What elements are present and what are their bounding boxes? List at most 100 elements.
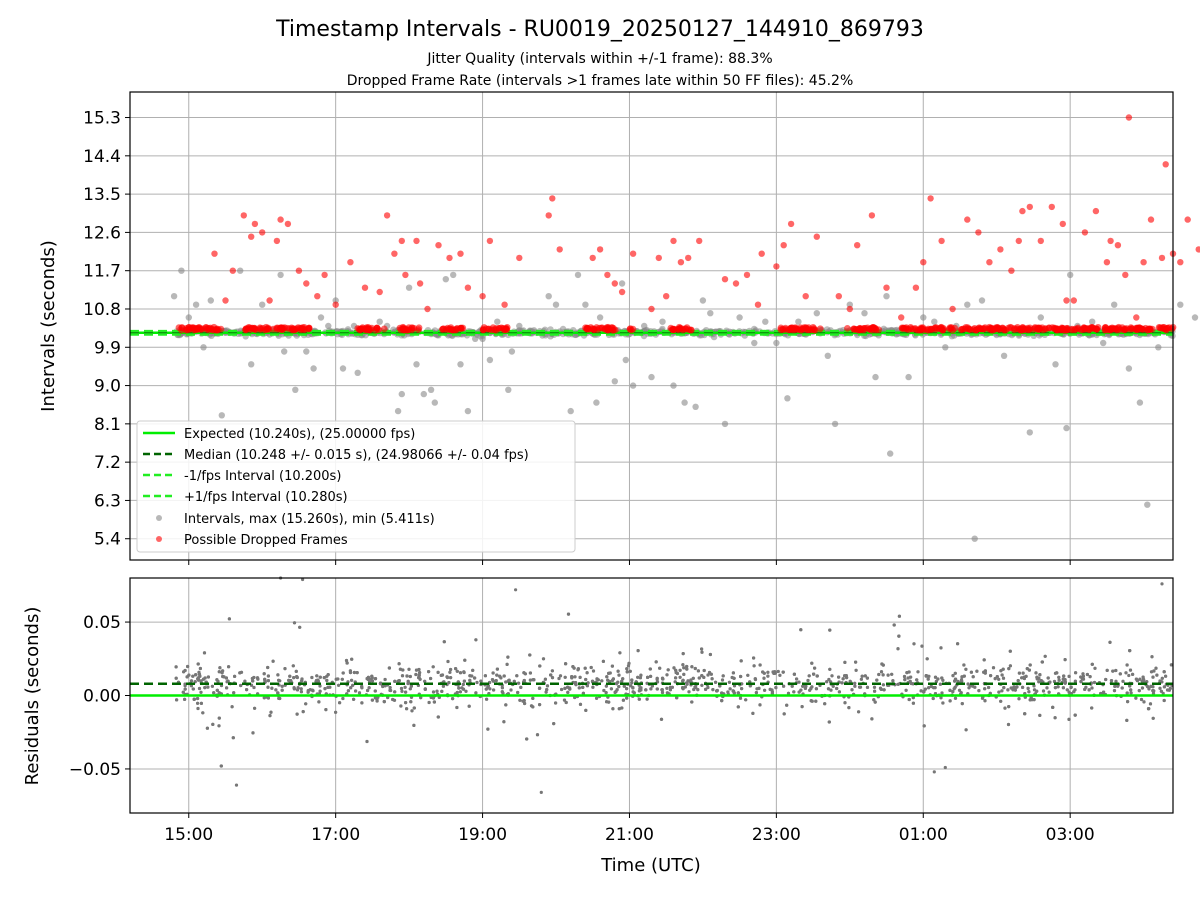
residual-point <box>219 764 223 768</box>
residual-point <box>461 682 465 687</box>
residual-point <box>840 681 844 685</box>
residual-point <box>953 696 958 700</box>
interval-point <box>681 399 688 406</box>
dropped-frame-point <box>332 301 339 308</box>
dropped-frame-point <box>451 326 459 334</box>
dropped-frame-point <box>1147 216 1155 223</box>
residual-point <box>1009 686 1013 690</box>
residual-point <box>351 683 355 687</box>
dropped-frame-point <box>1114 324 1122 332</box>
residual-point <box>418 671 422 675</box>
residual-point <box>739 659 743 663</box>
residual-point <box>488 687 492 691</box>
residual-point <box>720 691 724 695</box>
residual-point <box>1148 702 1153 706</box>
interval-point <box>611 378 618 385</box>
residual-point <box>1014 685 1019 689</box>
residual-point <box>629 684 633 688</box>
residual-point <box>943 765 947 770</box>
residual-point <box>774 686 778 690</box>
residual-point <box>545 688 549 692</box>
residual-point <box>610 664 615 668</box>
residual-point <box>263 677 267 682</box>
residual-point <box>850 688 854 692</box>
residual-point <box>341 671 345 675</box>
residual-point <box>660 688 664 692</box>
residual-point <box>490 678 495 682</box>
residual-point <box>1087 688 1091 692</box>
residual-point <box>672 666 676 670</box>
residual-point <box>221 669 225 673</box>
residual-point <box>1124 671 1128 675</box>
residual-point <box>1154 666 1158 670</box>
residual-point <box>1161 691 1165 696</box>
interval-point <box>405 284 413 291</box>
residual-point <box>584 708 588 713</box>
dropped-frame-point <box>1177 259 1184 266</box>
residual-point <box>991 666 996 670</box>
residual-point <box>700 647 704 651</box>
residual-point <box>233 674 237 679</box>
residual-point <box>442 640 446 644</box>
interval-point <box>457 361 464 368</box>
residual-point <box>1127 673 1131 678</box>
dropped-frame-point <box>835 293 842 300</box>
interval-point <box>486 356 494 364</box>
residual-point <box>1030 698 1034 702</box>
legend: Expected (10.240s), (25.00000 fps) Media… <box>136 420 576 553</box>
residual-point <box>682 666 686 670</box>
residual-point <box>288 674 292 678</box>
residual-point <box>726 690 730 694</box>
residual-point <box>440 689 444 694</box>
dropped-frame-point <box>1137 325 1145 333</box>
residual-point <box>618 651 622 655</box>
intervals-panel: 5.4 6.3 7.2 8.1 9.0 9.9 10.8 11.7 12.6 13.5 14.4 15… <box>38 91 1200 565</box>
dropped-frame-point <box>721 276 729 283</box>
residual-point <box>1045 686 1049 690</box>
residual-point <box>403 685 407 689</box>
dropped-frame-point <box>365 325 372 333</box>
residual-point <box>479 679 483 683</box>
residual-point <box>210 684 214 688</box>
residual-point <box>1151 691 1156 695</box>
residual-point <box>387 666 391 670</box>
dropped-frame-point <box>457 250 464 257</box>
residual-point <box>812 672 816 676</box>
residual-point <box>348 670 353 675</box>
residual-point <box>345 661 349 665</box>
dropped-frame-point <box>284 220 292 228</box>
residual-point <box>266 685 270 689</box>
residual-point <box>174 665 178 669</box>
residual-point <box>175 698 179 702</box>
residual-point <box>417 673 421 677</box>
interval-point <box>1000 352 1008 359</box>
interval-point <box>618 280 626 287</box>
dropped-frame-point <box>1008 324 1015 332</box>
residual-point <box>558 674 563 678</box>
dropped-frame-point <box>1159 324 1167 331</box>
residual-point <box>1021 685 1025 690</box>
dropped-frame-point <box>883 284 890 291</box>
residual-point <box>1113 684 1117 689</box>
residual-point <box>1008 664 1013 668</box>
residual-point <box>708 652 713 657</box>
residual-point <box>873 689 877 693</box>
residual-point <box>502 674 506 678</box>
residual-point <box>1079 680 1083 684</box>
interval-point <box>303 348 310 355</box>
legend-label-dropped: Possible Dropped Frames <box>184 533 348 548</box>
residual-point <box>563 675 567 679</box>
residual-point <box>960 675 964 679</box>
interval-point <box>450 271 457 279</box>
residual-point <box>400 674 405 678</box>
dropped-frame-point <box>792 324 799 332</box>
residual-point <box>543 677 548 681</box>
y-tick-label: 0.00 <box>83 687 121 707</box>
residual-point <box>1088 675 1092 679</box>
residual-point <box>752 664 756 668</box>
residual-point <box>903 678 907 682</box>
dropped-frame-point <box>758 250 765 257</box>
residual-point <box>828 667 832 671</box>
residual-point <box>1055 671 1059 675</box>
residual-point <box>1162 670 1166 674</box>
